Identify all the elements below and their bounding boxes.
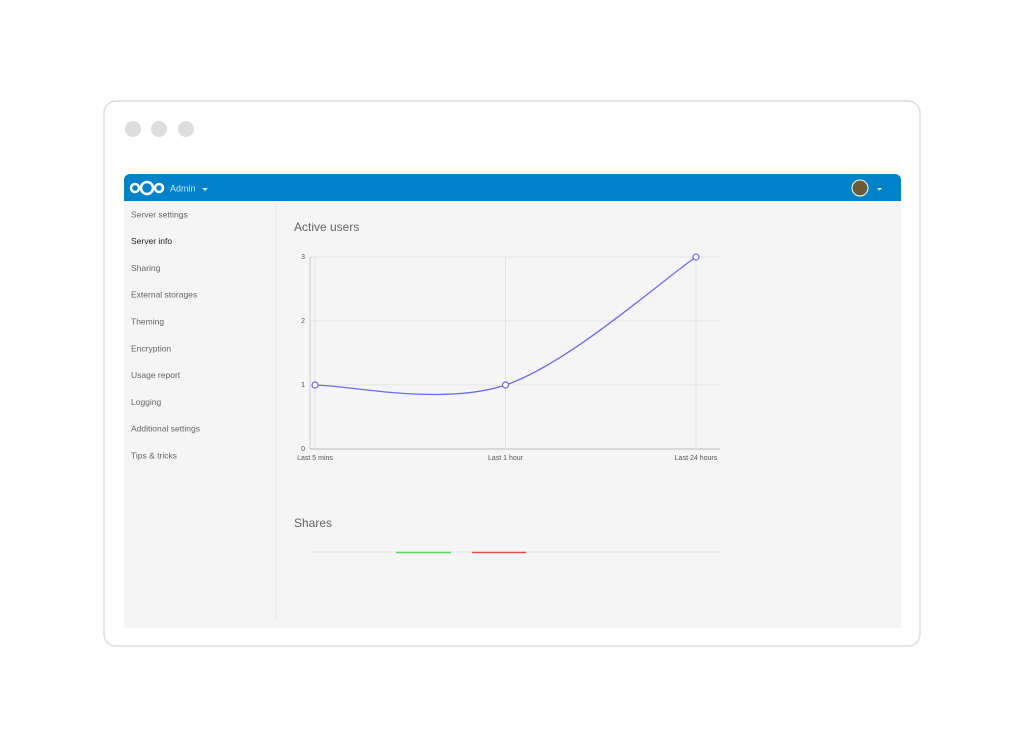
- top-bar: [124, 174, 901, 201]
- sidebar-item[interactable]: Tips & tricks: [131, 450, 177, 460]
- point: [692, 253, 700, 261]
- sidebar-item[interactable]: Encryption: [131, 343, 171, 353]
- point: [501, 381, 510, 389]
- window-dot: [151, 121, 167, 137]
- y-tick-label: 3: [301, 254, 305, 261]
- app-body: [124, 174, 901, 628]
- x-tick-label: Last 5 mins: [297, 455, 333, 462]
- logo[interactable]: [129, 180, 165, 196]
- sidebar-item[interactable]: External storages: [131, 290, 197, 300]
- app-menu[interactable]: Admin: [170, 183, 196, 193]
- caret: [202, 188, 208, 191]
- sidebar-item[interactable]: Sharing: [131, 263, 161, 273]
- sidebar-item[interactable]: Server info: [131, 236, 172, 246]
- x-tick-label: Last 1 hour: [488, 455, 524, 462]
- avatar[interactable]: [851, 179, 869, 197]
- y-tick-label: 1: [301, 382, 305, 389]
- caret: [877, 188, 882, 191]
- sidebar-item[interactable]: Logging: [131, 397, 162, 407]
- sidebar-item[interactable]: Usage report: [131, 370, 181, 380]
- chart-title: Active users: [294, 220, 359, 234]
- sidebar-item[interactable]: Additional settings: [131, 424, 200, 434]
- x-tick-label: Last 24 hours: [675, 455, 718, 462]
- y-tick-label: 0: [301, 446, 305, 453]
- window-dot: [178, 121, 194, 137]
- point: [311, 381, 319, 389]
- window-dot: [125, 121, 141, 137]
- sidebar-item[interactable]: Server settings: [131, 209, 188, 219]
- y-tick-label: 2: [301, 318, 305, 325]
- sidebar-item[interactable]: Theming: [131, 316, 164, 326]
- section-title: Shares: [294, 516, 332, 530]
